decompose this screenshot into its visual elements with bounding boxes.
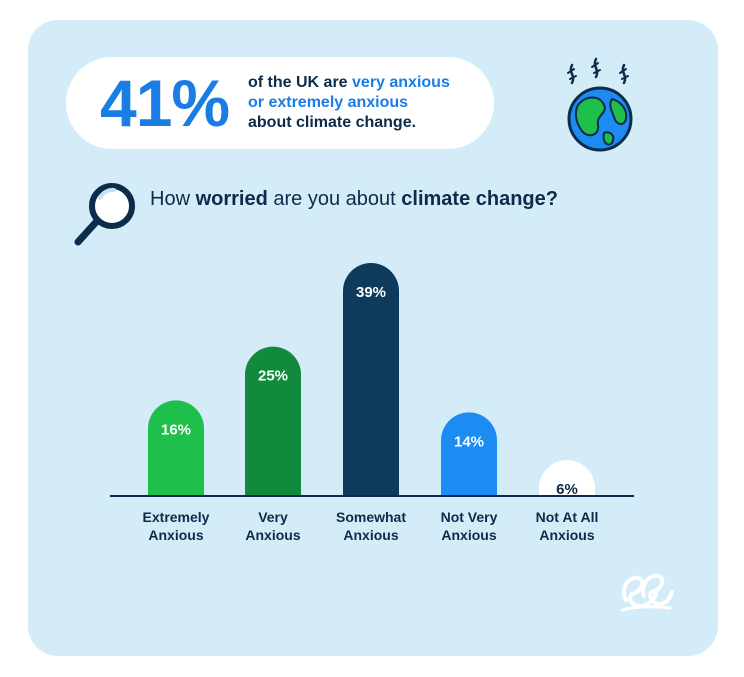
category-label-3-1: Anxious [441,527,496,543]
bar-2 [343,263,399,496]
category-label-1-1: Anxious [245,527,300,543]
bar-3 [441,412,497,496]
magnifier-icon [74,183,135,246]
chart-question: How worried are you about climate change… [150,188,558,211]
bar-value-label-3: 14% [454,433,484,450]
bar-value-label-4: 6% [556,481,578,498]
question-part2: are you about [267,188,402,210]
globe-icon [567,57,633,152]
bar-value-label-2: 39% [356,284,386,301]
headline-pill [66,57,494,149]
headline-percent: 41% [100,66,230,140]
category-label-0-1: Anxious [148,527,203,543]
headline-line2: or extremely anxious [248,94,409,111]
bar-1 [245,346,301,496]
category-label-2-1: Anxious [343,527,398,543]
headline-text: of the UK are very anxious or extremely … [248,73,450,133]
category-label-0-0: Extremely [143,509,210,525]
category-label-4-0: Not At All [536,509,599,525]
category-label-4-1: Anxious [539,527,594,543]
bar-0 [148,400,204,496]
headline-line1-accent: very anxious [352,74,450,91]
bar-4 [539,460,595,496]
question-part1: How [150,188,196,210]
bar-value-label-0: 16% [161,421,191,438]
headline-line1: of the UK are [248,74,353,91]
category-label-2-0: Somewhat [336,509,406,525]
bar-value-label-1: 25% [258,368,288,385]
headline-line3: about climate change. [248,114,417,131]
question-bold2: climate change? [401,188,558,210]
category-label-3-0: Not Very [441,509,498,525]
category-label-1-0: Very [258,509,288,525]
brand-logo [620,573,674,612]
question-bold1: worried [195,188,268,210]
